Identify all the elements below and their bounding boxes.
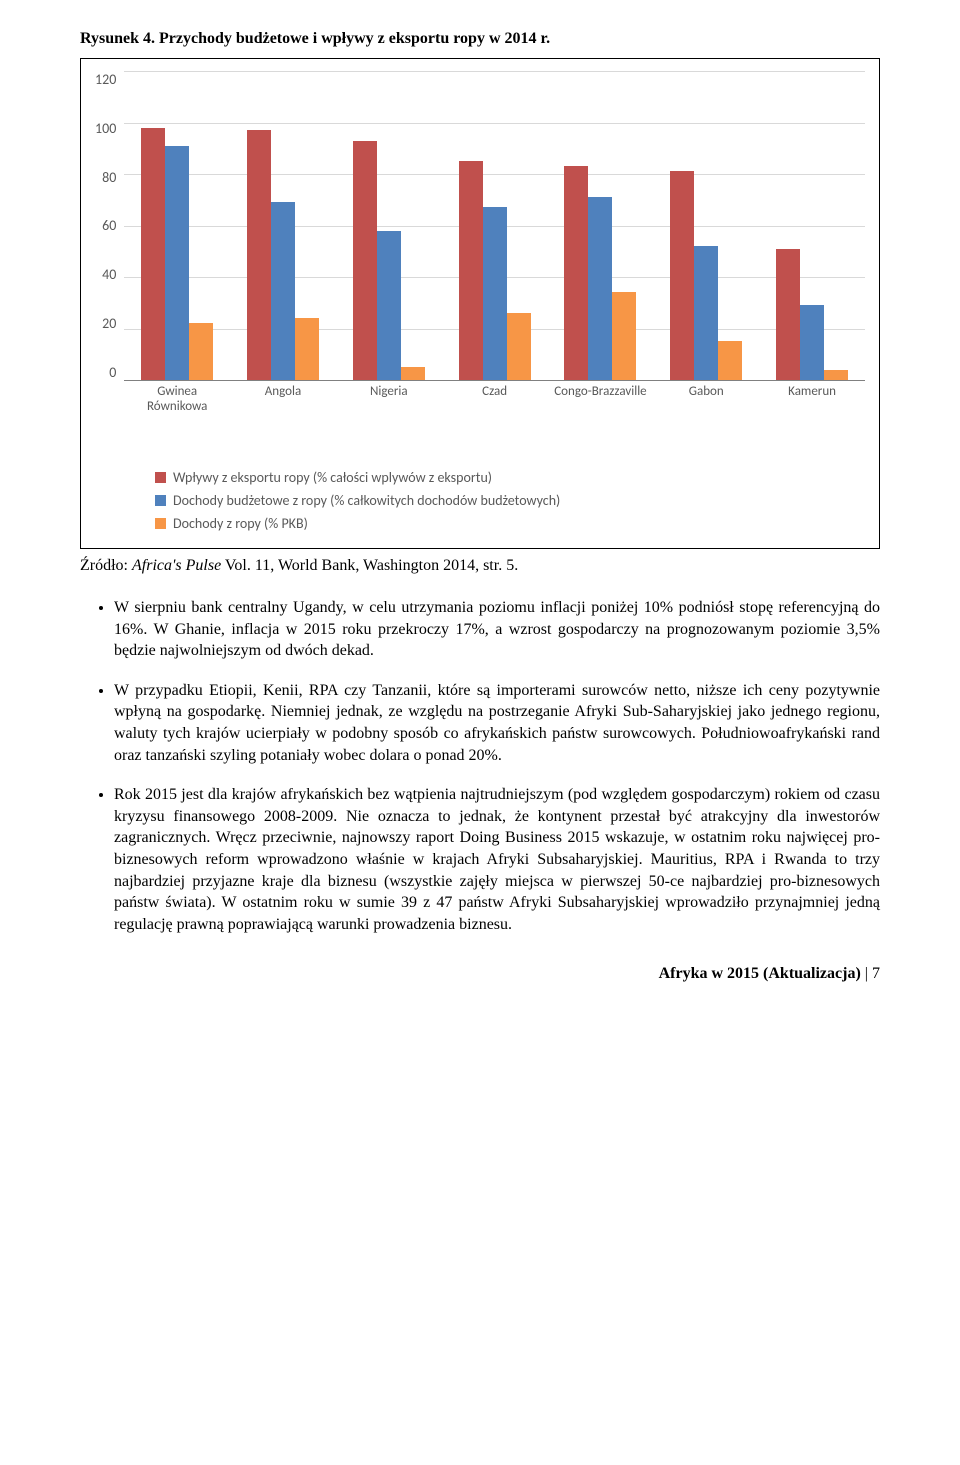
legend: Wpływy z eksportu ropy (% całości wplywó… xyxy=(95,469,865,532)
y-tick-label: 120 xyxy=(95,71,116,88)
bar xyxy=(247,130,271,380)
bar xyxy=(824,370,848,380)
legend-item: Dochody budżetowe z ropy (% całkowitych … xyxy=(155,492,865,509)
y-tick-label: 80 xyxy=(102,169,116,186)
bullet-item: Rok 2015 jest dla krajów afrykańskich be… xyxy=(114,784,880,935)
chart-container: 120 100 80 60 40 20 0 GwineaRównikowaAngolaNig… xyxy=(80,58,880,549)
category-group xyxy=(776,71,848,380)
bar xyxy=(295,318,319,380)
category-group xyxy=(353,71,425,380)
bar xyxy=(776,249,800,380)
bar xyxy=(271,202,295,380)
bar xyxy=(564,166,588,380)
bar xyxy=(588,197,612,380)
x-tick-label: Kamerun xyxy=(759,385,865,415)
bar xyxy=(401,367,425,380)
category-group xyxy=(247,71,319,380)
bar xyxy=(141,128,165,380)
bar xyxy=(670,171,694,380)
legend-label: Wpływy z eksportu ropy (% całości wplywó… xyxy=(173,469,492,486)
bar xyxy=(353,141,377,380)
footer-title: Afryka w 2015 (Aktualizacja) xyxy=(659,965,861,982)
legend-label: Dochody z ropy (% PKB) xyxy=(173,515,308,532)
y-tick-label: 40 xyxy=(102,266,116,283)
legend-item: Wpływy z eksportu ropy (% całości wplywó… xyxy=(155,469,865,486)
x-tick-label: GwineaRównikowa xyxy=(124,385,230,415)
plot-column: GwineaRównikowaAngolaNigeriaCzadCongo-Br… xyxy=(124,71,865,451)
x-tick-label: Czad xyxy=(442,385,548,415)
category-group xyxy=(564,71,636,380)
bullet-item: W sierpniu bank centralny Ugandy, w celu… xyxy=(114,597,880,662)
bar xyxy=(612,292,636,380)
y-tick-label: 60 xyxy=(102,217,116,234)
x-tick-label: Congo-Brazzaville xyxy=(548,385,654,415)
figure-title-rest: Przychody budżetowe i wpływy z eksportu … xyxy=(155,30,550,47)
y-tick-label: 0 xyxy=(109,364,116,381)
legend-swatch xyxy=(155,518,166,529)
legend-item: Dochody z ropy (% PKB) xyxy=(155,515,865,532)
x-tick-label: Nigeria xyxy=(336,385,442,415)
bar xyxy=(189,323,213,380)
chart-area: 120 100 80 60 40 20 0 GwineaRównikowaAngolaNig… xyxy=(95,71,865,451)
source-prefix: Źródło: xyxy=(80,557,132,574)
bar xyxy=(800,305,824,380)
legend-swatch xyxy=(155,472,166,483)
figure-title: Rysunek 4. Przychody budżetowe i wpływy … xyxy=(80,30,880,48)
legend-swatch xyxy=(155,495,166,506)
y-axis: 120 100 80 60 40 20 0 xyxy=(95,71,124,381)
bar xyxy=(718,341,742,380)
x-axis-labels: GwineaRównikowaAngolaNigeriaCzadCongo-Br… xyxy=(124,385,865,415)
bullet-item: W przypadku Etiopii, Kenii, RPA czy Tanz… xyxy=(114,680,880,766)
category-group xyxy=(141,71,213,380)
footer-sep: | xyxy=(861,965,872,982)
legend-label: Dochody budżetowe z ropy (% całkowitych … xyxy=(173,492,560,509)
bar xyxy=(483,207,507,380)
category-group xyxy=(670,71,742,380)
bar xyxy=(165,146,189,380)
x-tick-label: Angola xyxy=(230,385,336,415)
x-tick-label: Gabon xyxy=(653,385,759,415)
bar xyxy=(694,246,718,380)
figure-title-prefix: Rysunek 4. xyxy=(80,30,155,47)
plot xyxy=(124,71,865,381)
page-footer: Afryka w 2015 (Aktualizacja) | 7 xyxy=(80,965,880,983)
source-rest: Vol. 11, World Bank, Washington 2014, st… xyxy=(221,557,518,574)
source-line: Źródło: Africa's Pulse Vol. 11, World Ba… xyxy=(80,557,880,575)
bar xyxy=(377,231,401,380)
source-italic: Africa's Pulse xyxy=(132,557,221,574)
footer-page: 7 xyxy=(872,965,880,982)
bar xyxy=(459,161,483,380)
y-tick-label: 20 xyxy=(102,315,116,332)
bar xyxy=(507,313,531,380)
category-group xyxy=(459,71,531,380)
bullet-list: W sierpniu bank centralny Ugandy, w celu… xyxy=(80,597,880,935)
y-tick-label: 100 xyxy=(95,120,116,137)
